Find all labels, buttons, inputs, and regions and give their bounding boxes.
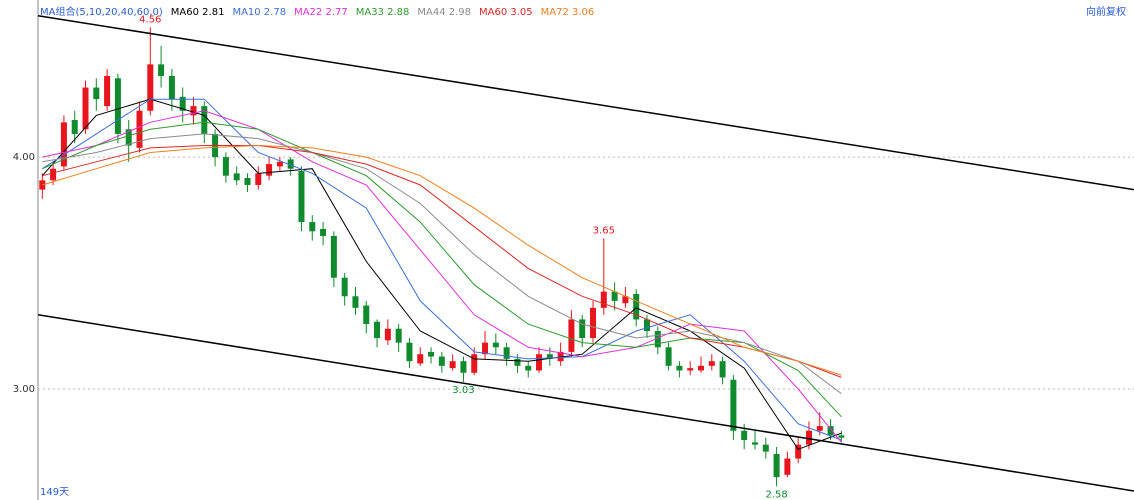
price-annotation: 3.65 (593, 225, 615, 236)
candle-body (330, 235, 337, 278)
candle-body (136, 110, 143, 148)
candle-body (449, 361, 456, 369)
ma-line (42, 133, 842, 395)
candle-body (719, 361, 726, 378)
ma-line (42, 121, 842, 418)
candle-body (784, 458, 791, 475)
y-tick-label: 4.00 (13, 152, 35, 163)
candle-body (730, 379, 737, 431)
candle-body (233, 173, 240, 181)
candle-body (147, 64, 154, 111)
candle-body (417, 354, 424, 364)
candle-body (287, 159, 294, 169)
candle-body (600, 291, 607, 308)
candle-body (309, 222, 316, 232)
legend-entry: MA60 2.81 (171, 7, 225, 18)
legend-entry: MA72 3.06 (541, 7, 595, 18)
candle-body (827, 426, 834, 436)
price-annotation: 2.58 (765, 489, 787, 500)
candle-body (708, 361, 715, 366)
ma-line (42, 145, 842, 378)
candle-body (352, 296, 359, 308)
candle-body (395, 328, 402, 343)
candle-body (579, 319, 586, 338)
candle-body (536, 354, 543, 371)
candle-body (114, 78, 121, 134)
candle-body (384, 328, 391, 341)
period-label: 149天 (40, 487, 69, 498)
candle-body (104, 75, 111, 107)
candle-body (568, 319, 575, 352)
candle-body (93, 87, 100, 100)
candle-body (762, 444, 769, 452)
candle-body (741, 430, 748, 441)
price-annotation: 4.56 (139, 14, 161, 25)
candle-body (406, 342, 413, 362)
trend-line (37, 14, 1134, 191)
indicator-label: MA组合(5,10,20,40,60,0) (40, 5, 163, 18)
candle-body (773, 453, 780, 478)
candle-body (611, 291, 618, 301)
candle-body (266, 164, 273, 176)
candle-body (795, 444, 802, 459)
candle-body (341, 277, 348, 297)
trend-line (37, 314, 1134, 492)
candle-body (320, 229, 327, 236)
candle-body (546, 354, 553, 359)
candle-body (676, 365, 683, 371)
candle-body (201, 106, 208, 134)
y-tick-label: 3.00 (13, 384, 35, 395)
candle-body (482, 342, 489, 355)
candle-body (60, 122, 67, 167)
adjust-label[interactable]: 向前复权 (1086, 5, 1126, 18)
candle-body (363, 305, 370, 325)
candle-body (244, 178, 251, 185)
candle-body (276, 161, 283, 167)
candle-body (125, 129, 132, 146)
candle-body (697, 365, 704, 371)
candle-body (179, 96, 186, 111)
candle-body (298, 171, 305, 223)
candle-body (525, 365, 532, 371)
legend-entry: MA44 2.98 (417, 7, 471, 18)
candle-body (428, 351, 435, 357)
candle-body (514, 358, 521, 366)
candle-body (158, 64, 165, 76)
ma-line (42, 144, 842, 376)
legend-entry: MA10 2.78 (232, 7, 286, 18)
legend-entry: MA22 2.77 (294, 7, 348, 18)
price-annotation: 3.03 (452, 385, 474, 396)
candle-body (644, 319, 651, 332)
candle-body (255, 173, 262, 185)
candle-body (374, 321, 381, 338)
candle-body (50, 168, 57, 181)
ma-line (41, 98, 842, 450)
ma-line (42, 110, 842, 443)
candle-body (665, 347, 672, 366)
candle-body (82, 87, 89, 130)
candle-body (71, 120, 78, 134)
legend-entry: MA60 3.05 (479, 7, 533, 18)
candle-body (590, 307, 597, 338)
candle-body (471, 354, 478, 373)
candle-body (168, 75, 175, 100)
candle-body (622, 296, 629, 304)
legend-entry: MA33 2.88 (356, 7, 410, 18)
candle-body (503, 347, 510, 359)
candle-body (222, 157, 229, 176)
candle-body (633, 293, 640, 320)
candle-body (805, 430, 812, 445)
candle-body (838, 435, 845, 438)
candle-body (751, 442, 758, 445)
candle-body (438, 356, 445, 366)
candle-body (190, 106, 197, 116)
candle-body (492, 342, 499, 348)
ma-line (42, 98, 842, 441)
candle-body (654, 331, 661, 348)
candle-body (687, 368, 694, 371)
candle-body (460, 361, 467, 373)
candle-body (816, 426, 823, 431)
